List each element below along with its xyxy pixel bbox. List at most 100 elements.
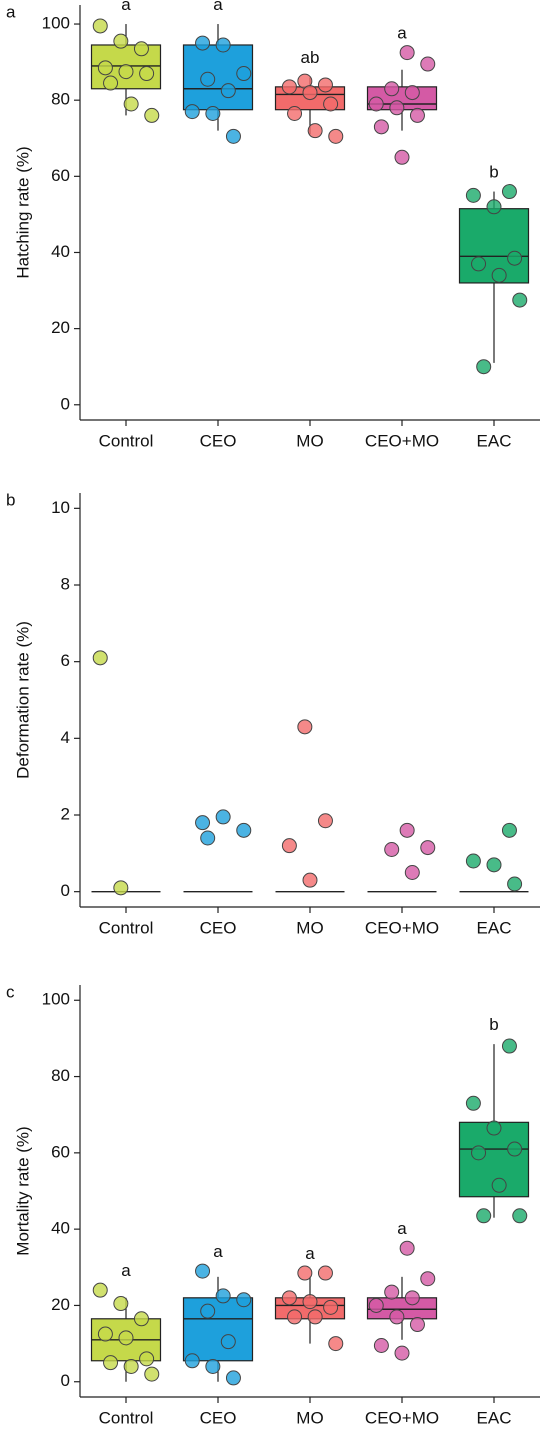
point <box>486 857 502 873</box>
point <box>420 840 436 856</box>
point <box>501 1038 517 1054</box>
significance-letter: ab <box>301 48 320 67</box>
point <box>97 60 113 76</box>
point <box>307 123 323 139</box>
point <box>297 719 313 735</box>
significance-letter: a <box>213 1242 223 1261</box>
x-tick-label: Control <box>99 918 154 937</box>
point <box>118 1330 134 1346</box>
x-tick-label: MO <box>296 431 323 450</box>
point <box>328 128 344 144</box>
point <box>144 1366 160 1382</box>
point <box>491 267 507 283</box>
point <box>384 81 400 97</box>
y-tick-label: 8 <box>61 574 70 593</box>
point <box>195 815 211 831</box>
y-tick-label: 0 <box>61 881 70 900</box>
point <box>507 876 523 892</box>
significance-letter: a <box>397 1219 407 1238</box>
x-tick-label: Control <box>99 1408 154 1427</box>
x-tick-label: EAC <box>477 1408 512 1427</box>
y-tick-label: 60 <box>51 166 70 185</box>
point <box>92 650 108 666</box>
x-tick-label: Control <box>99 431 154 450</box>
x-tick-label: EAC <box>477 918 512 937</box>
point <box>465 187 481 203</box>
point <box>409 1317 425 1333</box>
y-tick-label: 4 <box>61 728 70 747</box>
point <box>399 1240 415 1256</box>
point <box>302 85 318 101</box>
point <box>118 64 134 80</box>
point <box>281 79 297 95</box>
point <box>195 35 211 51</box>
y-tick-label: 100 <box>42 14 70 33</box>
point <box>220 83 236 99</box>
point <box>302 1294 318 1310</box>
significance-letter: b <box>489 1015 498 1034</box>
panel-label: c <box>6 982 15 1001</box>
significance-letter: a <box>121 1261 131 1280</box>
point <box>471 1145 487 1161</box>
point <box>139 1351 155 1367</box>
point <box>205 106 221 122</box>
point <box>399 45 415 61</box>
point <box>236 822 252 838</box>
point <box>205 1358 221 1374</box>
y-axis-label: Mortality rate (%) <box>13 1126 32 1255</box>
y-tick-label: 40 <box>51 242 70 261</box>
point <box>220 1334 236 1350</box>
point <box>113 33 129 49</box>
point <box>225 128 241 144</box>
point <box>384 842 400 857</box>
point <box>113 1296 129 1312</box>
point <box>501 184 517 200</box>
y-tick-label: 0 <box>61 394 70 413</box>
point <box>328 1336 344 1352</box>
point <box>302 872 318 888</box>
point <box>368 96 384 112</box>
x-tick-label: EAC <box>477 431 512 450</box>
point <box>195 1263 211 1279</box>
point <box>225 1370 241 1386</box>
y-tick-label: 60 <box>51 1142 70 1161</box>
point <box>373 1338 389 1353</box>
significance-letter: a <box>397 23 407 42</box>
point <box>287 106 303 122</box>
point <box>384 1284 400 1300</box>
point <box>281 1290 297 1306</box>
point <box>486 1120 502 1136</box>
point <box>123 1358 139 1374</box>
y-axis-label: Deformation rate (%) <box>13 621 32 779</box>
point <box>317 1265 333 1281</box>
point <box>215 1288 231 1304</box>
point <box>307 1309 323 1325</box>
x-tick-label: CEO <box>200 1408 237 1427</box>
point <box>200 71 216 87</box>
point <box>501 822 517 838</box>
point <box>236 1292 252 1308</box>
point <box>133 41 149 57</box>
point <box>486 199 502 215</box>
point <box>215 809 231 825</box>
panel-label: a <box>6 2 16 21</box>
point <box>399 822 415 838</box>
y-tick-label: 80 <box>51 1066 70 1085</box>
significance-letter: a <box>213 0 223 14</box>
y-tick-label: 100 <box>42 990 70 1009</box>
point <box>507 250 523 266</box>
y-tick-label: 20 <box>51 1295 70 1314</box>
x-tick-label: MO <box>296 1408 323 1427</box>
point <box>139 66 155 82</box>
x-tick-label: CEO+MO <box>365 918 439 937</box>
point <box>389 1309 405 1325</box>
x-tick-label: CEO <box>200 431 237 450</box>
point <box>133 1311 149 1327</box>
x-tick-label: CEO <box>200 918 237 937</box>
point <box>323 96 339 112</box>
point <box>476 359 492 375</box>
point <box>317 813 333 829</box>
y-tick-label: 80 <box>51 90 70 109</box>
point <box>389 100 405 116</box>
